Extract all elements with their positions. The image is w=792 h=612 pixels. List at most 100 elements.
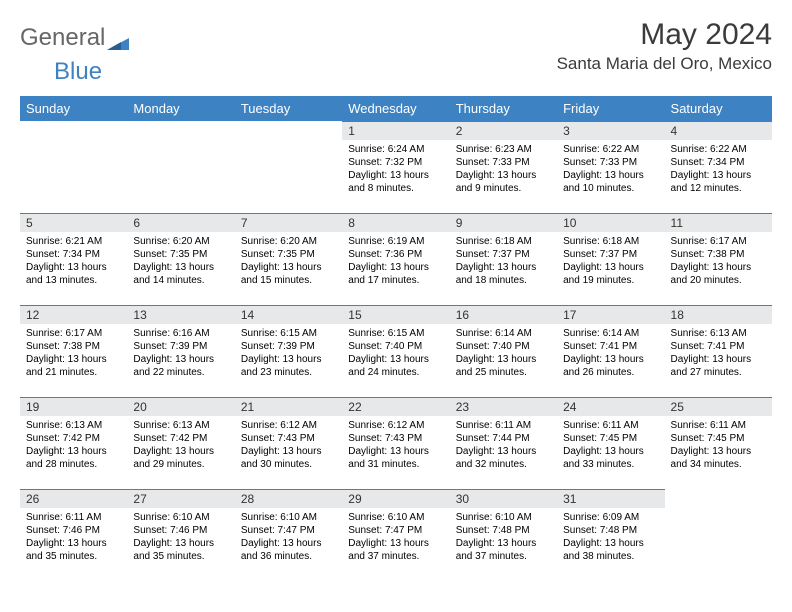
calendar-cell [20,121,127,213]
day-body: Sunrise: 6:09 AMSunset: 7:48 PMDaylight:… [557,508,664,569]
day-number: 22 [342,397,449,416]
day-number: 12 [20,305,127,324]
day-sunrise: Sunrise: 6:13 AM [133,419,228,432]
day-body: Sunrise: 6:21 AMSunset: 7:34 PMDaylight:… [20,232,127,293]
day-sunset: Sunset: 7:46 PM [26,524,121,537]
day-header: Thursday [450,96,557,121]
calendar-cell: 3Sunrise: 6:22 AMSunset: 7:33 PMDaylight… [557,121,664,213]
calendar-cell: 7Sunrise: 6:20 AMSunset: 7:35 PMDaylight… [235,213,342,305]
calendar-cell: 5Sunrise: 6:21 AMSunset: 7:34 PMDaylight… [20,213,127,305]
day-body: Sunrise: 6:17 AMSunset: 7:38 PMDaylight:… [665,232,772,293]
day-daylight: Daylight: 13 hours and 15 minutes. [241,261,336,287]
day-sunrise: Sunrise: 6:10 AM [348,511,443,524]
day-daylight: Daylight: 13 hours and 26 minutes. [563,353,658,379]
day-number: 28 [235,489,342,508]
day-header: Tuesday [235,96,342,121]
day-body: Sunrise: 6:22 AMSunset: 7:34 PMDaylight:… [665,140,772,201]
day-daylight: Daylight: 13 hours and 9 minutes. [456,169,551,195]
day-daylight: Daylight: 13 hours and 34 minutes. [671,445,766,471]
day-daylight: Daylight: 13 hours and 18 minutes. [456,261,551,287]
day-sunset: Sunset: 7:33 PM [563,156,658,169]
day-daylight: Daylight: 13 hours and 28 minutes. [26,445,121,471]
day-sunset: Sunset: 7:43 PM [241,432,336,445]
day-number: 21 [235,397,342,416]
day-sunset: Sunset: 7:35 PM [241,248,336,261]
calendar-cell: 21Sunrise: 6:12 AMSunset: 7:43 PMDayligh… [235,397,342,489]
day-sunrise: Sunrise: 6:09 AM [563,511,658,524]
day-sunset: Sunset: 7:45 PM [563,432,658,445]
day-number: 15 [342,305,449,324]
calendar-cell: 12Sunrise: 6:17 AMSunset: 7:38 PMDayligh… [20,305,127,397]
day-number: 18 [665,305,772,324]
day-sunrise: Sunrise: 6:11 AM [563,419,658,432]
day-sunrise: Sunrise: 6:10 AM [456,511,551,524]
calendar-cell: 16Sunrise: 6:14 AMSunset: 7:40 PMDayligh… [450,305,557,397]
calendar-cell: 14Sunrise: 6:15 AMSunset: 7:39 PMDayligh… [235,305,342,397]
day-daylight: Daylight: 13 hours and 37 minutes. [456,537,551,563]
day-number: 17 [557,305,664,324]
day-body: Sunrise: 6:17 AMSunset: 7:38 PMDaylight:… [20,324,127,385]
day-sunset: Sunset: 7:48 PM [563,524,658,537]
day-daylight: Daylight: 13 hours and 8 minutes. [348,169,443,195]
calendar-cell: 20Sunrise: 6:13 AMSunset: 7:42 PMDayligh… [127,397,234,489]
day-body: Sunrise: 6:18 AMSunset: 7:37 PMDaylight:… [450,232,557,293]
day-sunset: Sunset: 7:47 PM [348,524,443,537]
day-sunset: Sunset: 7:33 PM [456,156,551,169]
day-sunrise: Sunrise: 6:21 AM [26,235,121,248]
day-sunset: Sunset: 7:42 PM [133,432,228,445]
calendar-row: 12Sunrise: 6:17 AMSunset: 7:38 PMDayligh… [20,305,772,397]
day-sunset: Sunset: 7:41 PM [563,340,658,353]
day-body: Sunrise: 6:10 AMSunset: 7:47 PMDaylight:… [342,508,449,569]
day-sunrise: Sunrise: 6:15 AM [241,327,336,340]
day-body: Sunrise: 6:11 AMSunset: 7:45 PMDaylight:… [665,416,772,477]
day-sunrise: Sunrise: 6:23 AM [456,143,551,156]
day-sunrise: Sunrise: 6:20 AM [241,235,336,248]
day-number: 27 [127,489,234,508]
day-number: 1 [342,121,449,140]
day-number: 19 [20,397,127,416]
day-daylight: Daylight: 13 hours and 23 minutes. [241,353,336,379]
logo-triangle-icon [107,29,129,47]
day-daylight: Daylight: 13 hours and 21 minutes. [26,353,121,379]
calendar-head: SundayMondayTuesdayWednesdayThursdayFrid… [20,96,772,121]
calendar-cell: 25Sunrise: 6:11 AMSunset: 7:45 PMDayligh… [665,397,772,489]
day-sunset: Sunset: 7:34 PM [671,156,766,169]
day-number: 10 [557,213,664,232]
day-number: 5 [20,213,127,232]
day-body: Sunrise: 6:24 AMSunset: 7:32 PMDaylight:… [342,140,449,201]
calendar-cell: 28Sunrise: 6:10 AMSunset: 7:47 PMDayligh… [235,489,342,581]
day-daylight: Daylight: 13 hours and 31 minutes. [348,445,443,471]
title-block: May 2024 Santa Maria del Oro, Mexico [557,18,772,74]
day-sunrise: Sunrise: 6:20 AM [133,235,228,248]
day-number: 2 [450,121,557,140]
day-number: 25 [665,397,772,416]
day-daylight: Daylight: 13 hours and 36 minutes. [241,537,336,563]
day-sunrise: Sunrise: 6:14 AM [456,327,551,340]
day-body: Sunrise: 6:20 AMSunset: 7:35 PMDaylight:… [235,232,342,293]
calendar-row: 5Sunrise: 6:21 AMSunset: 7:34 PMDaylight… [20,213,772,305]
day-sunset: Sunset: 7:40 PM [456,340,551,353]
day-body: Sunrise: 6:13 AMSunset: 7:41 PMDaylight:… [665,324,772,385]
day-sunrise: Sunrise: 6:24 AM [348,143,443,156]
day-body: Sunrise: 6:15 AMSunset: 7:40 PMDaylight:… [342,324,449,385]
day-sunrise: Sunrise: 6:10 AM [241,511,336,524]
day-daylight: Daylight: 13 hours and 29 minutes. [133,445,228,471]
calendar-row: 1Sunrise: 6:24 AMSunset: 7:32 PMDaylight… [20,121,772,213]
day-daylight: Daylight: 13 hours and 38 minutes. [563,537,658,563]
day-daylight: Daylight: 13 hours and 33 minutes. [563,445,658,471]
day-sunrise: Sunrise: 6:13 AM [671,327,766,340]
day-sunset: Sunset: 7:37 PM [456,248,551,261]
day-sunset: Sunset: 7:39 PM [241,340,336,353]
day-sunset: Sunset: 7:38 PM [26,340,121,353]
day-number: 11 [665,213,772,232]
calendar-cell: 9Sunrise: 6:18 AMSunset: 7:37 PMDaylight… [450,213,557,305]
day-daylight: Daylight: 13 hours and 14 minutes. [133,261,228,287]
day-sunrise: Sunrise: 6:16 AM [133,327,228,340]
day-number: 7 [235,213,342,232]
calendar-row: 26Sunrise: 6:11 AMSunset: 7:46 PMDayligh… [20,489,772,581]
calendar-table: SundayMondayTuesdayWednesdayThursdayFrid… [20,96,772,581]
day-body: Sunrise: 6:11 AMSunset: 7:46 PMDaylight:… [20,508,127,569]
day-body: Sunrise: 6:14 AMSunset: 7:40 PMDaylight:… [450,324,557,385]
calendar-cell: 1Sunrise: 6:24 AMSunset: 7:32 PMDaylight… [342,121,449,213]
day-daylight: Daylight: 13 hours and 32 minutes. [456,445,551,471]
